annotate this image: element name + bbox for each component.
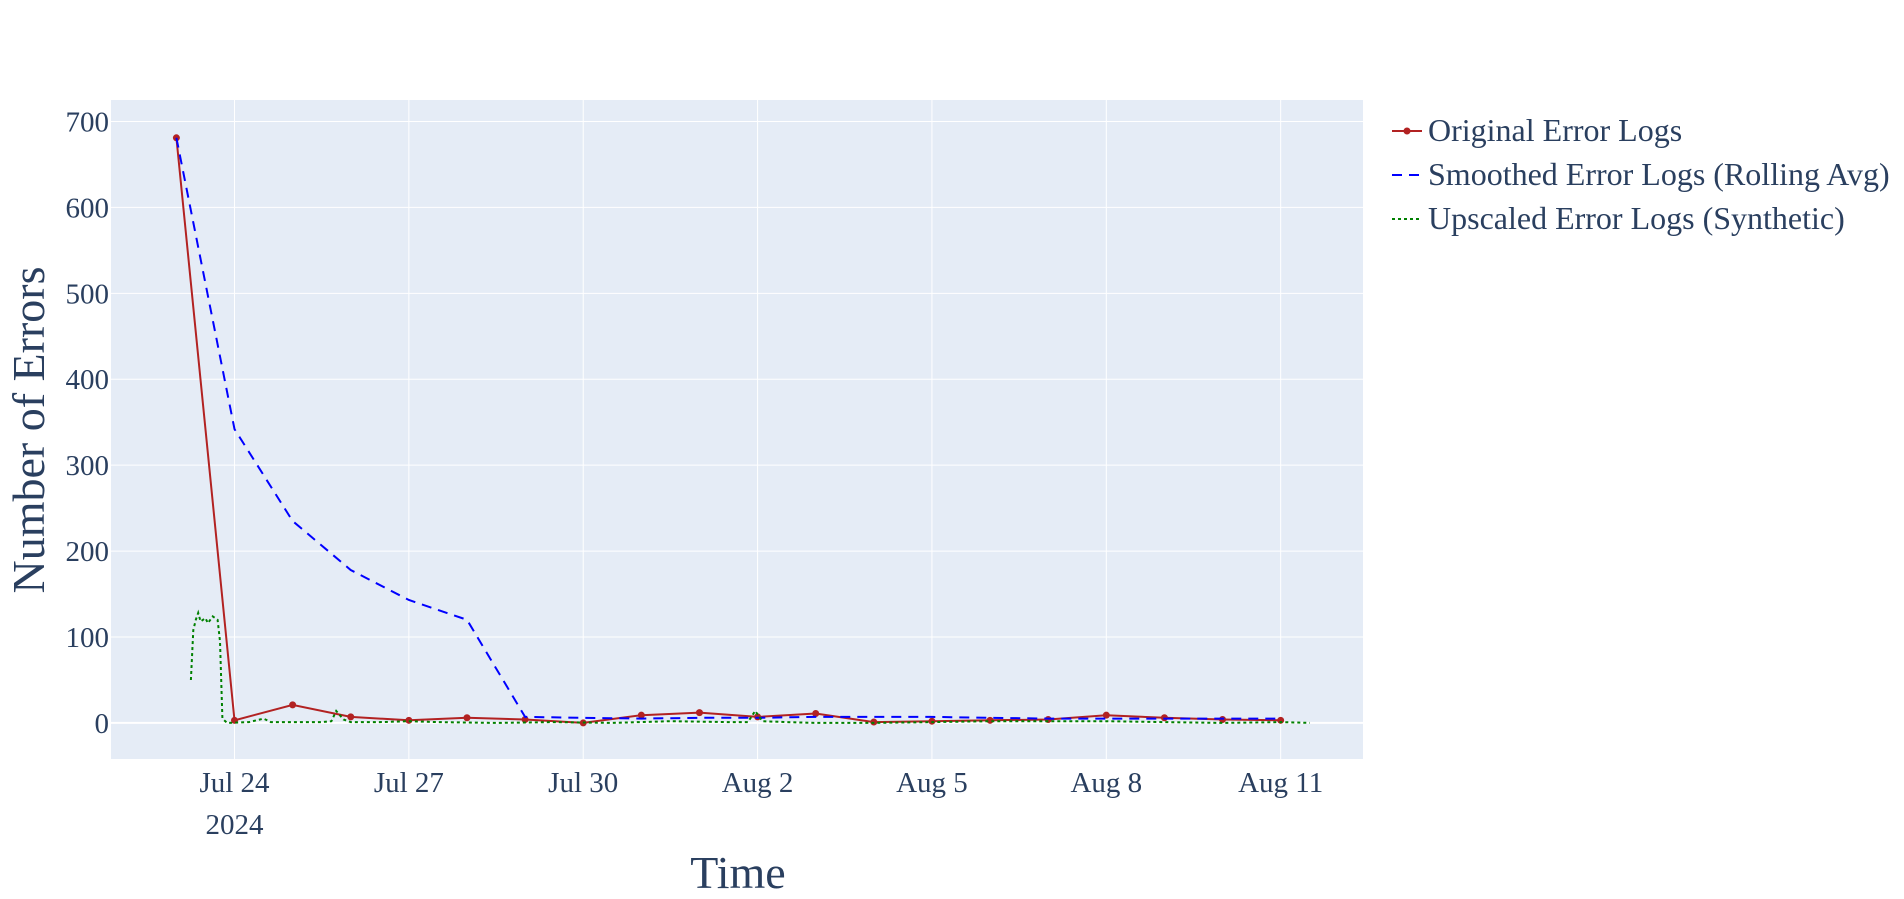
legend-marker [1403, 127, 1411, 135]
x-tick-label: Aug 5 [896, 767, 968, 799]
series-line [175, 137, 1281, 724]
x-tick-label: Aug 2 [722, 767, 794, 799]
data-point[interactable] [347, 713, 355, 721]
series-line [175, 137, 1281, 720]
x-tick-label: Jul 24 [199, 767, 270, 799]
legend-item[interactable]: Upscaled Error Logs (Synthetic) [1392, 200, 1845, 236]
legend-label: Original Error Logs [1428, 112, 1682, 148]
legend-label: Smoothed Error Logs (Rolling Avg) [1428, 156, 1890, 192]
data-point[interactable] [463, 714, 471, 722]
data-point[interactable] [812, 709, 820, 717]
y-tick-label: 400 [66, 364, 110, 396]
series-layer [172, 134, 1310, 727]
x-tick-label: Aug 8 [1070, 767, 1142, 799]
y-tick-label: 500 [66, 278, 110, 310]
x-axis-ticks: Jul 24 2024 Jul 27 Jul 30 Aug 2 Aug 5 Aug 8 Aug… [199, 767, 1323, 841]
legend-item[interactable]: Original Error Logs [1392, 112, 1682, 148]
x-tick-label: Jul 27 [374, 767, 444, 799]
legend-item[interactable]: Smoothed Error Logs (Rolling Avg) [1392, 156, 1890, 192]
series-2 [175, 137, 1281, 720]
y-tick-label: 600 [66, 192, 110, 224]
x-axis-title: Time [690, 847, 785, 898]
y-tick-label: 300 [66, 450, 110, 482]
gridlines [111, 100, 1363, 759]
y-tick-label: 100 [66, 622, 110, 654]
data-point[interactable] [1277, 716, 1285, 724]
legend-label: Upscaled Error Logs (Synthetic) [1428, 200, 1845, 236]
plot-background [111, 100, 1363, 759]
y-tick-label: 0 [95, 708, 110, 740]
x-tick-sublabel: 2024 [206, 809, 265, 841]
data-point[interactable] [695, 709, 703, 717]
legend[interactable]: Original Error Logs Smoothed Error Logs (… [1392, 112, 1890, 236]
x-tick-label: Aug 11 [1238, 767, 1323, 799]
y-tick-label: 700 [66, 106, 110, 138]
data-point[interactable] [637, 711, 645, 719]
data-point[interactable] [289, 701, 297, 709]
y-tick-label: 200 [66, 536, 110, 568]
y-axis-title: Number of Errors [3, 266, 54, 593]
y-axis-ticks: 0 100 200 300 400 500 600 700 [66, 106, 110, 739]
data-point[interactable] [1102, 711, 1110, 719]
x-tick-label: Jul 30 [548, 767, 618, 799]
